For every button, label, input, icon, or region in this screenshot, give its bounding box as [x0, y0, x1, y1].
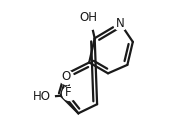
Text: OH: OH — [80, 11, 98, 24]
Text: O: O — [62, 70, 71, 83]
Text: F: F — [65, 86, 72, 99]
Text: N: N — [116, 17, 124, 30]
Text: HO: HO — [33, 90, 51, 103]
